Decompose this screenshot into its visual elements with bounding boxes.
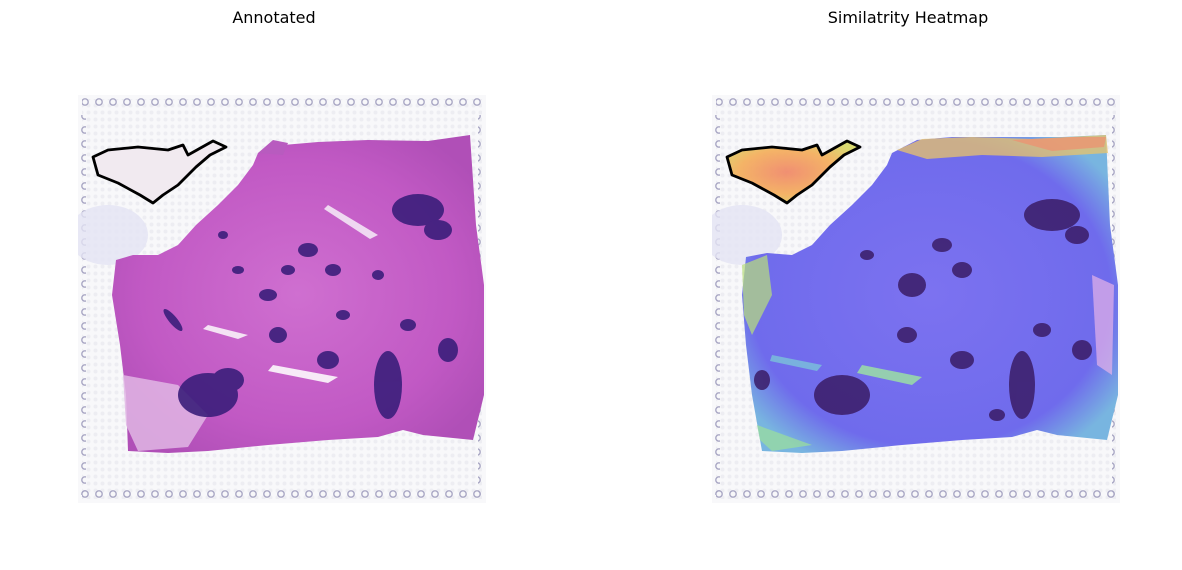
annotation-outline-heatmap [725, 139, 862, 205]
annotated-image [78, 95, 486, 503]
similarity-heatmap [712, 95, 1120, 503]
annotation-outline [91, 139, 228, 205]
panel-title-annotated: Annotated [232, 8, 316, 27]
panel-title-heatmap: Similatrity Heatmap [827, 8, 989, 27]
